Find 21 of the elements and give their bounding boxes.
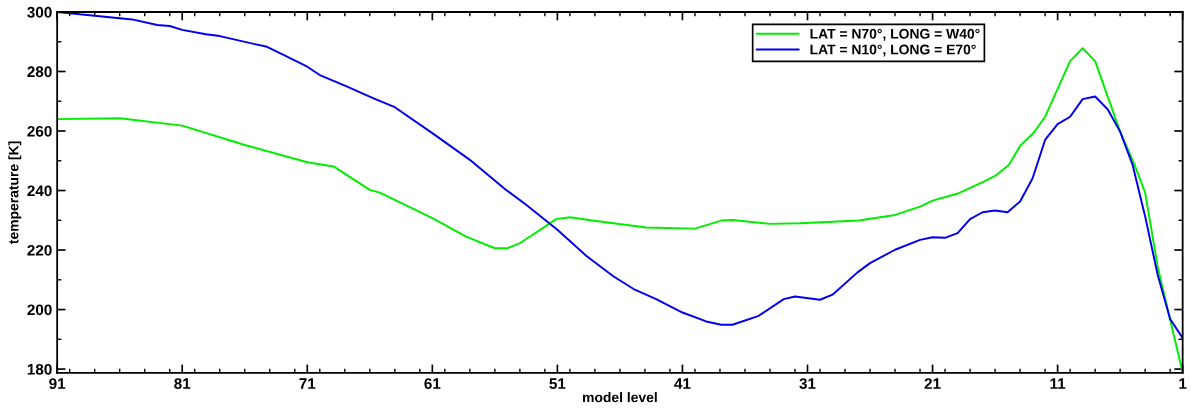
x-tick-label: 21	[924, 378, 941, 389]
x-tick-label: 41	[674, 378, 691, 389]
x-tick-label: 61	[424, 378, 441, 390]
x-tick-label: 11	[1050, 378, 1066, 389]
x-axis-title: model level	[583, 392, 657, 403]
y-tick-label: 300	[27, 6, 52, 18]
x-tick-label: 51	[549, 378, 566, 390]
y-tick-label: 260	[27, 125, 52, 137]
y-tick-label: 240	[27, 185, 52, 197]
y-axis-title: temperature [K]	[8, 141, 22, 244]
y-tick-label: 280	[27, 66, 52, 78]
legend-label: LAT = N10°, LONG = E70°	[810, 44, 976, 57]
x-tick-label: 81	[174, 378, 191, 390]
x-tick-label: 1	[1179, 378, 1187, 389]
x-tick-label: 31	[799, 378, 816, 390]
x-tick-label: 71	[299, 378, 316, 389]
y-tick-label: 180	[27, 363, 52, 375]
y-tick-label: 200	[27, 304, 52, 316]
x-tick-label: 91	[49, 378, 66, 390]
y-tick-label: 220	[27, 244, 52, 256]
legend-label: LAT = N70°, LONG = W40°	[810, 28, 980, 41]
